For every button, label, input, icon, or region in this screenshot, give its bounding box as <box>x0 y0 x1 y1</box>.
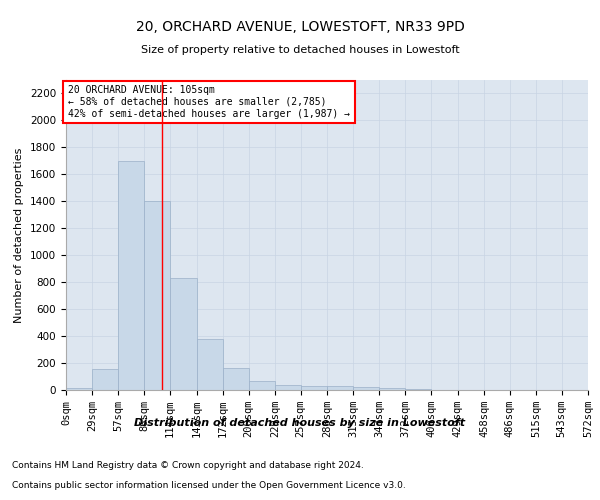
Bar <box>145 202 170 390</box>
Bar <box>197 339 223 390</box>
Text: Size of property relative to detached houses in Lowestoft: Size of property relative to detached ho… <box>140 45 460 55</box>
Y-axis label: Number of detached properties: Number of detached properties <box>14 148 25 322</box>
Bar <box>170 278 197 390</box>
Bar <box>327 386 353 390</box>
Bar <box>223 368 248 390</box>
Bar <box>66 388 92 390</box>
Text: 20, ORCHARD AVENUE, LOWESTOFT, NR33 9PD: 20, ORCHARD AVENUE, LOWESTOFT, NR33 9PD <box>136 20 464 34</box>
Text: Distribution of detached houses by size in Lowestoft: Distribution of detached houses by size … <box>134 418 466 428</box>
Bar <box>301 386 327 390</box>
Bar <box>275 385 301 390</box>
Text: Contains HM Land Registry data © Crown copyright and database right 2024.: Contains HM Land Registry data © Crown c… <box>12 460 364 469</box>
Text: Contains public sector information licensed under the Open Government Licence v3: Contains public sector information licen… <box>12 480 406 490</box>
Bar <box>118 161 145 390</box>
Bar <box>353 388 379 390</box>
Text: 20 ORCHARD AVENUE: 105sqm
← 58% of detached houses are smaller (2,785)
42% of se: 20 ORCHARD AVENUE: 105sqm ← 58% of detac… <box>68 86 350 118</box>
Bar <box>248 381 275 390</box>
Bar <box>92 369 118 390</box>
Bar <box>379 388 406 390</box>
